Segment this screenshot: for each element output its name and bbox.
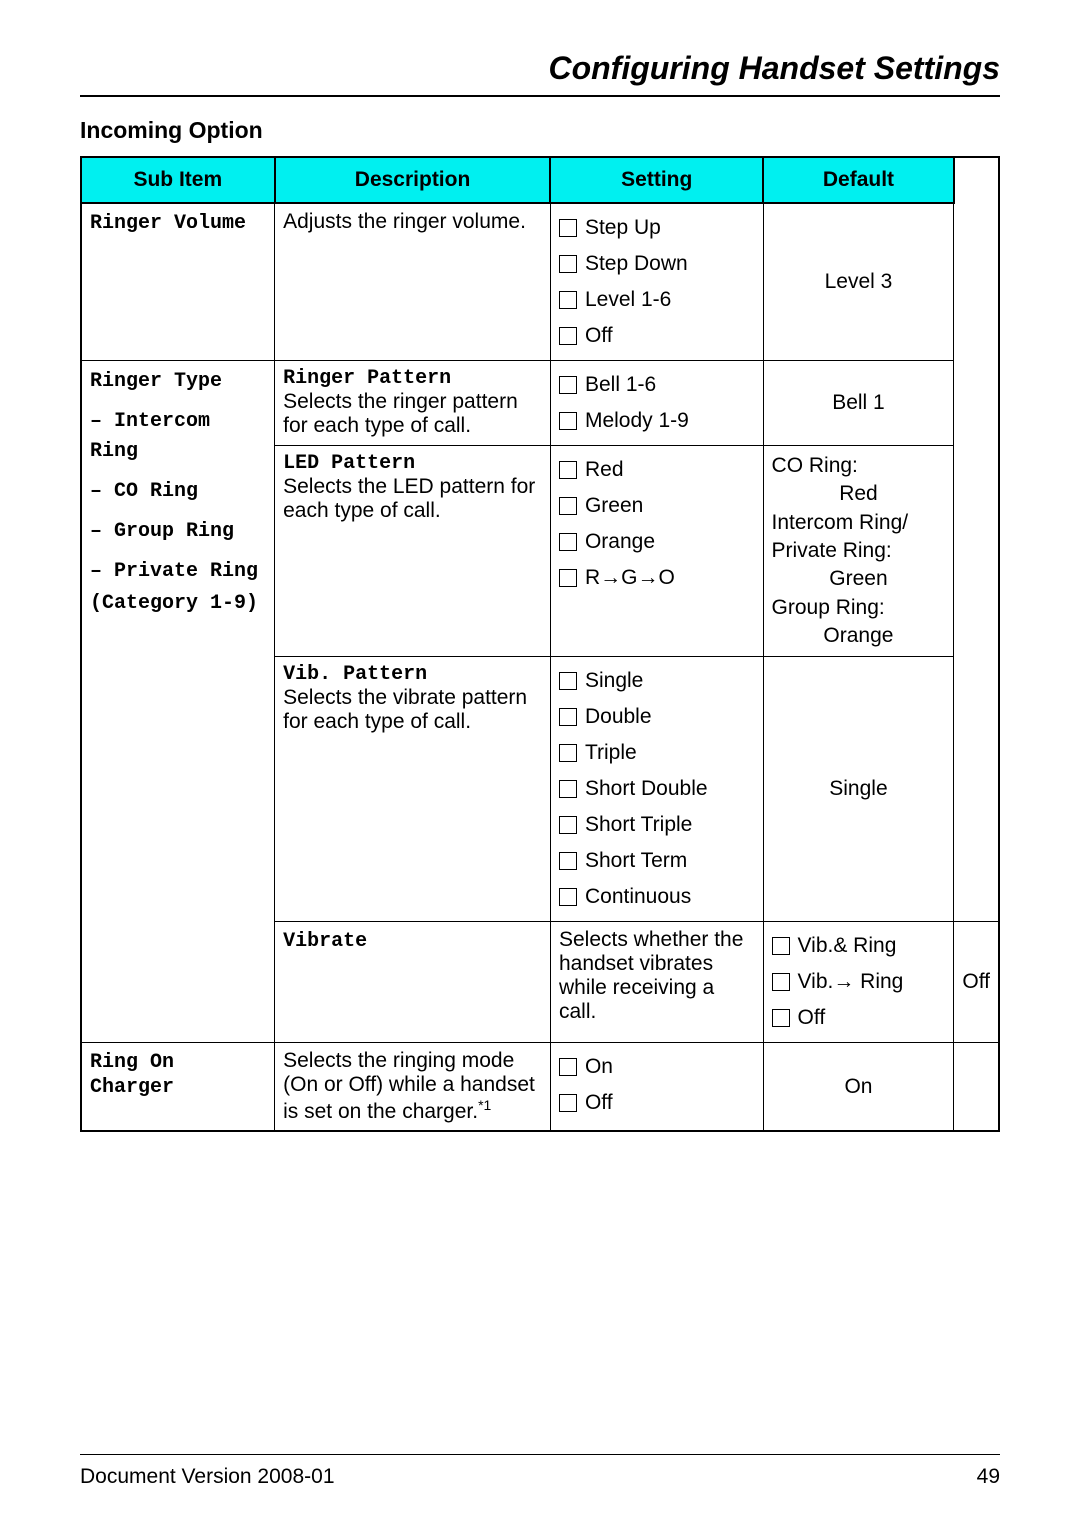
- settings-table: Sub Item Description Setting Default Rin…: [80, 156, 1000, 1132]
- sub-item: Ringer Type: [90, 367, 266, 397]
- setting-option[interactable]: Short Double: [559, 771, 755, 807]
- checkbox-icon: [559, 412, 577, 430]
- table-row: Ringer Type – Intercom Ring – CO Ring – …: [81, 361, 999, 446]
- desc-body: Selects the ringer pattern for each type…: [283, 390, 542, 438]
- description: Adjusts the ringer volume.: [275, 203, 551, 361]
- table-row: Ringer Volume Adjusts the ringer volume.…: [81, 203, 999, 361]
- doc-version: Document Version 2008-01: [80, 1465, 335, 1489]
- checkbox-icon: [559, 291, 577, 309]
- desc-body: Selects the vibrate pattern for each typ…: [283, 686, 542, 734]
- setting-option[interactable]: Double: [559, 699, 755, 735]
- desc-heading: Ringer Pattern: [283, 367, 542, 390]
- setting-option[interactable]: Green: [559, 488, 755, 524]
- checkbox-icon: [559, 461, 577, 479]
- col-subitem: Sub Item: [81, 157, 275, 203]
- page-footer: Document Version 2008-01 49: [80, 1454, 1000, 1489]
- checkbox-icon: [559, 255, 577, 273]
- checkbox-icon: [559, 569, 577, 587]
- checkbox-icon: [559, 376, 577, 394]
- setting-option[interactable]: Level 1-6: [559, 282, 755, 318]
- sub-item: Ring On Charger: [90, 1051, 174, 1099]
- section-title: Incoming Option: [80, 117, 1000, 144]
- checkbox-icon: [559, 1094, 577, 1112]
- checkbox-icon: [559, 672, 577, 690]
- checkbox-icon: [559, 888, 577, 906]
- sub-item: – Private Ring: [90, 557, 266, 587]
- setting-option[interactable]: R→G→O: [559, 560, 755, 596]
- setting-option[interactable]: Off: [559, 318, 755, 354]
- setting-option[interactable]: Off: [559, 1085, 755, 1121]
- checkbox-icon: [559, 816, 577, 834]
- col-default: Default: [763, 157, 954, 203]
- checkbox-icon: [559, 497, 577, 515]
- checkbox-icon: [772, 937, 790, 955]
- default-value: CO Ring: Red Intercom Ring/ Private Ring…: [763, 446, 954, 657]
- setting-option[interactable]: Vib.& Ring: [772, 928, 946, 964]
- setting-option[interactable]: Short Triple: [559, 807, 755, 843]
- default-value: Level 3: [763, 203, 954, 361]
- checkbox-icon: [559, 852, 577, 870]
- checkbox-icon: [772, 1009, 790, 1027]
- footnote-ref: *1: [478, 1097, 491, 1113]
- desc-body: Selects the LED pattern for each type of…: [283, 475, 542, 523]
- default-value: Bell 1: [763, 361, 954, 446]
- page-title: Configuring Handset Settings: [80, 50, 1000, 95]
- setting-option[interactable]: Bell 1-6: [559, 367, 755, 403]
- setting-option[interactable]: On: [559, 1049, 755, 1085]
- sub-item: Vibrate: [283, 930, 367, 953]
- description: Selects whether the handset vibrates whi…: [550, 922, 763, 1043]
- setting-option[interactable]: Melody 1-9: [559, 403, 755, 439]
- setting-option[interactable]: Step Down: [559, 246, 755, 282]
- table-row: Ring On Charger Selects the ringing mode…: [81, 1043, 999, 1132]
- checkbox-icon: [772, 973, 790, 991]
- setting-option[interactable]: Step Up: [559, 210, 755, 246]
- setting-option[interactable]: Vib.→ Ring: [772, 964, 946, 1000]
- sub-item: (Category 1-9): [90, 589, 266, 619]
- setting-option[interactable]: Off: [772, 1000, 946, 1036]
- checkbox-icon: [559, 219, 577, 237]
- col-setting: Setting: [550, 157, 763, 203]
- sub-item: – CO Ring: [90, 477, 266, 507]
- checkbox-icon: [559, 780, 577, 798]
- setting-option[interactable]: Continuous: [559, 879, 755, 915]
- desc-heading: Vib. Pattern: [283, 663, 542, 686]
- setting-option[interactable]: Orange: [559, 524, 755, 560]
- sub-item: Ringer Volume: [90, 212, 246, 235]
- col-description: Description: [275, 157, 551, 203]
- checkbox-icon: [559, 708, 577, 726]
- setting-option[interactable]: Single: [559, 663, 755, 699]
- checkbox-icon: [559, 1058, 577, 1076]
- setting-option[interactable]: Red: [559, 452, 755, 488]
- default-value: Off: [954, 922, 999, 1043]
- description: Selects the ringing mode (On or Off) whi…: [275, 1043, 551, 1132]
- setting-option[interactable]: Short Term: [559, 843, 755, 879]
- page-number: 49: [977, 1465, 1000, 1489]
- setting-option[interactable]: Triple: [559, 735, 755, 771]
- sub-item: – Group Ring: [90, 517, 266, 547]
- checkbox-icon: [559, 327, 577, 345]
- default-value: On: [763, 1043, 954, 1132]
- sub-item: – Intercom Ring: [90, 407, 266, 467]
- checkbox-icon: [559, 533, 577, 551]
- default-value: Single: [763, 657, 954, 922]
- checkbox-icon: [559, 744, 577, 762]
- desc-heading: LED Pattern: [283, 452, 542, 475]
